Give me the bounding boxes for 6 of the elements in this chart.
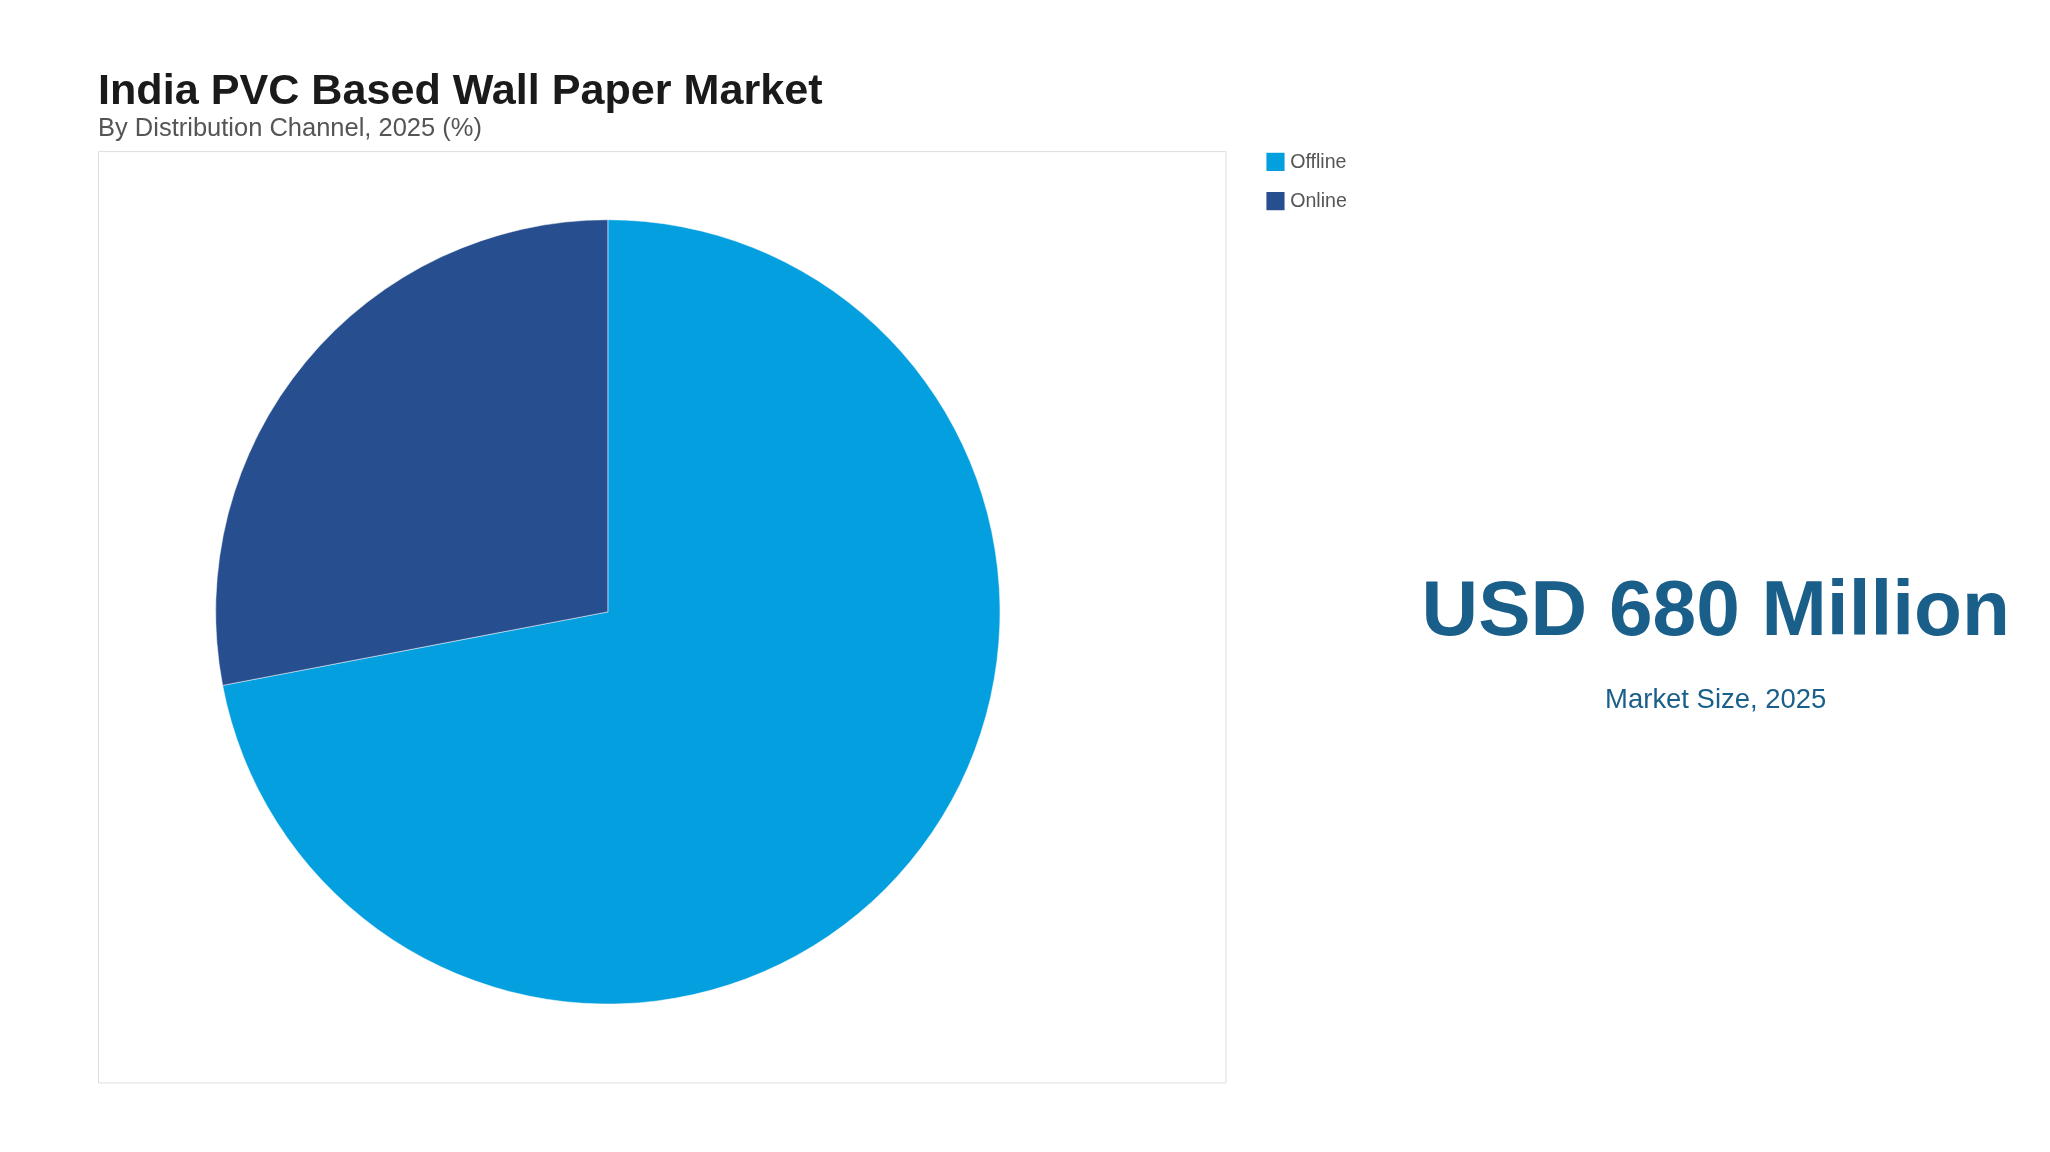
chart-title: India PVC Based Wall Paper Market <box>98 65 823 114</box>
chart-subtitle: By Distribution Channel, 2025 (%) <box>98 113 482 142</box>
legend-label: Online <box>1290 188 1347 211</box>
text: USD 680 Million <box>1421 564 2010 653</box>
legend-label: Offline <box>1290 149 1347 172</box>
text: Market Size, 2025 <box>1605 682 1827 714</box>
